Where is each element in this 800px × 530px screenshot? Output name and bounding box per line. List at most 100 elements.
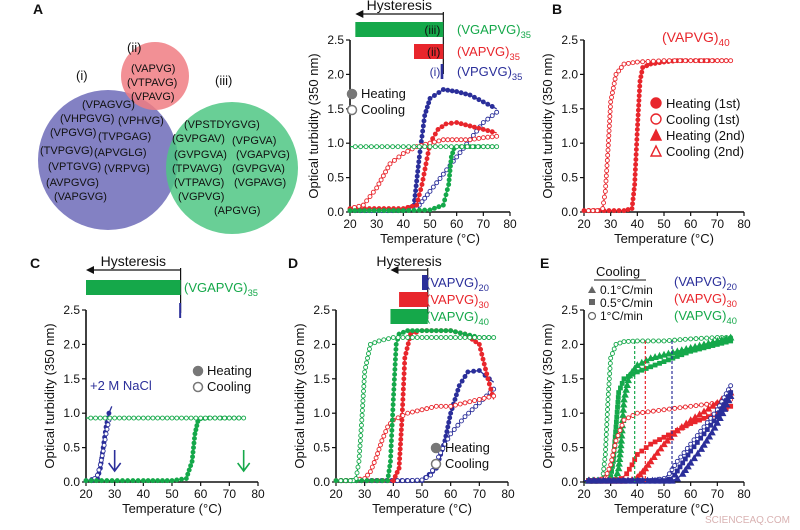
D-data-point: [423, 475, 429, 480]
C-data-point: [169, 415, 175, 421]
A-data-point: [384, 144, 390, 150]
B-data-point: [637, 83, 643, 89]
B-legend-marker: [650, 97, 662, 109]
E-data-point: [718, 335, 726, 343]
A-data-point: [415, 197, 421, 203]
D-data-point: [389, 422, 395, 428]
B-data-point: [635, 107, 641, 113]
A-data-point: [417, 149, 423, 155]
E-data-point: [625, 371, 634, 379]
A-data-point: [414, 173, 420, 179]
A-data-point: [489, 134, 495, 140]
B-data-point: [688, 58, 694, 64]
D-data-point: [448, 335, 454, 340]
E-data-point: [678, 454, 684, 460]
A-data-point: [467, 92, 473, 98]
C-data-point: [95, 472, 100, 478]
D-hysteresis-arrowhead: [390, 266, 399, 274]
C-data-point: [88, 478, 94, 484]
C-x-tick-label: 20: [79, 487, 93, 501]
E-data-point: [672, 337, 678, 343]
B-data-point: [633, 152, 639, 157]
B-data-point: [603, 173, 609, 179]
venn-sequence-i: (VHPGVG): [60, 113, 114, 125]
C-data-point: [217, 415, 223, 421]
B-data-point: [714, 58, 720, 64]
D-data-point: [419, 335, 425, 340]
A-hysteresis-bar: [355, 22, 444, 37]
D-y-tick-label: 0.5: [313, 441, 330, 455]
A-legend-label: Heating: [361, 86, 406, 101]
D-data-point: [473, 403, 479, 409]
D-data-point: [366, 346, 372, 352]
C-data-point: [155, 478, 161, 484]
D-data-point: [390, 478, 396, 484]
B-data-point: [606, 137, 611, 143]
venn-sequence-i: (AVPGVG): [46, 177, 99, 189]
D-data-point: [409, 409, 415, 415]
A-data-point: [357, 208, 363, 214]
B-data-point: [611, 81, 617, 87]
B-y-tick-label: 1.0: [561, 136, 578, 150]
A-data-point: [352, 144, 358, 150]
C-data-point: [241, 415, 247, 421]
A-data-point: [476, 135, 482, 141]
D-y-tick-label: 0.0: [313, 475, 330, 489]
D-x-tick-label: 60: [444, 487, 458, 501]
C-data-point: [130, 478, 136, 484]
B-data-point: [610, 85, 616, 91]
E-data-point: [624, 471, 630, 477]
D-data-point: [414, 477, 420, 483]
D-data-point: [424, 406, 430, 412]
venn-label-iii: (iii): [215, 73, 232, 88]
D-data-point: [400, 386, 406, 392]
D-data-point: [354, 470, 360, 476]
B-y-axis-label: Optical turbidity (350 nm): [540, 53, 555, 198]
E-legend-label: 1°C/min: [600, 309, 643, 323]
D-y-tick-label: 1.5: [313, 372, 330, 386]
D-data-point: [462, 374, 468, 379]
venn-sequence-ii: (VTPAVG): [127, 77, 177, 89]
D-data-point: [395, 415, 401, 421]
A-data-point: [458, 90, 464, 96]
C-y-tick-label: 1.5: [63, 372, 80, 386]
E-data-point: [666, 471, 672, 477]
A-x-tick-label: 40: [397, 217, 411, 231]
E-data-point: [634, 452, 640, 457]
C-data-point: [100, 448, 106, 454]
E-data-point: [708, 422, 714, 428]
E-data-point: [698, 402, 704, 408]
E-data-point: [607, 371, 613, 377]
D-data-point: [424, 328, 430, 334]
D-data-point: [386, 336, 392, 342]
B-data-point: [609, 90, 615, 96]
A-data-point: [419, 133, 425, 139]
E-series-label: (VAPVG)20: [674, 274, 737, 292]
E-data-point: [619, 400, 628, 408]
A-x-tick-label: 60: [450, 217, 464, 231]
A-data-point: [458, 121, 464, 127]
A-data-point: [448, 120, 454, 126]
E-data-point: [704, 339, 713, 347]
venn-sequence-i: (VPAGVG): [82, 99, 135, 111]
D-data-point: [361, 374, 367, 380]
E-data-point: [713, 418, 722, 426]
E-series-label: (VAPVG)40: [674, 308, 737, 326]
A-hysteresis-label: Hysteresis: [367, 0, 432, 13]
D-data-point: [396, 465, 402, 471]
D-data-point: [358, 427, 364, 433]
B-x-tick-label: 30: [604, 217, 618, 231]
B-data-point: [621, 208, 627, 214]
D-data-point: [480, 356, 486, 362]
B-data-point: [634, 131, 640, 137]
B-legend-label: Cooling (2nd): [666, 144, 744, 159]
E-y-tick-label: 0.0: [561, 475, 578, 489]
E-data-point: [621, 376, 627, 382]
E-data-point: [651, 353, 659, 360]
D-data-point: [363, 364, 369, 370]
A-data-point: [432, 131, 438, 137]
D-data-point: [478, 346, 484, 352]
E-data-point: [673, 426, 682, 434]
A-data-point: [480, 99, 486, 105]
E-data-point: [634, 338, 640, 344]
